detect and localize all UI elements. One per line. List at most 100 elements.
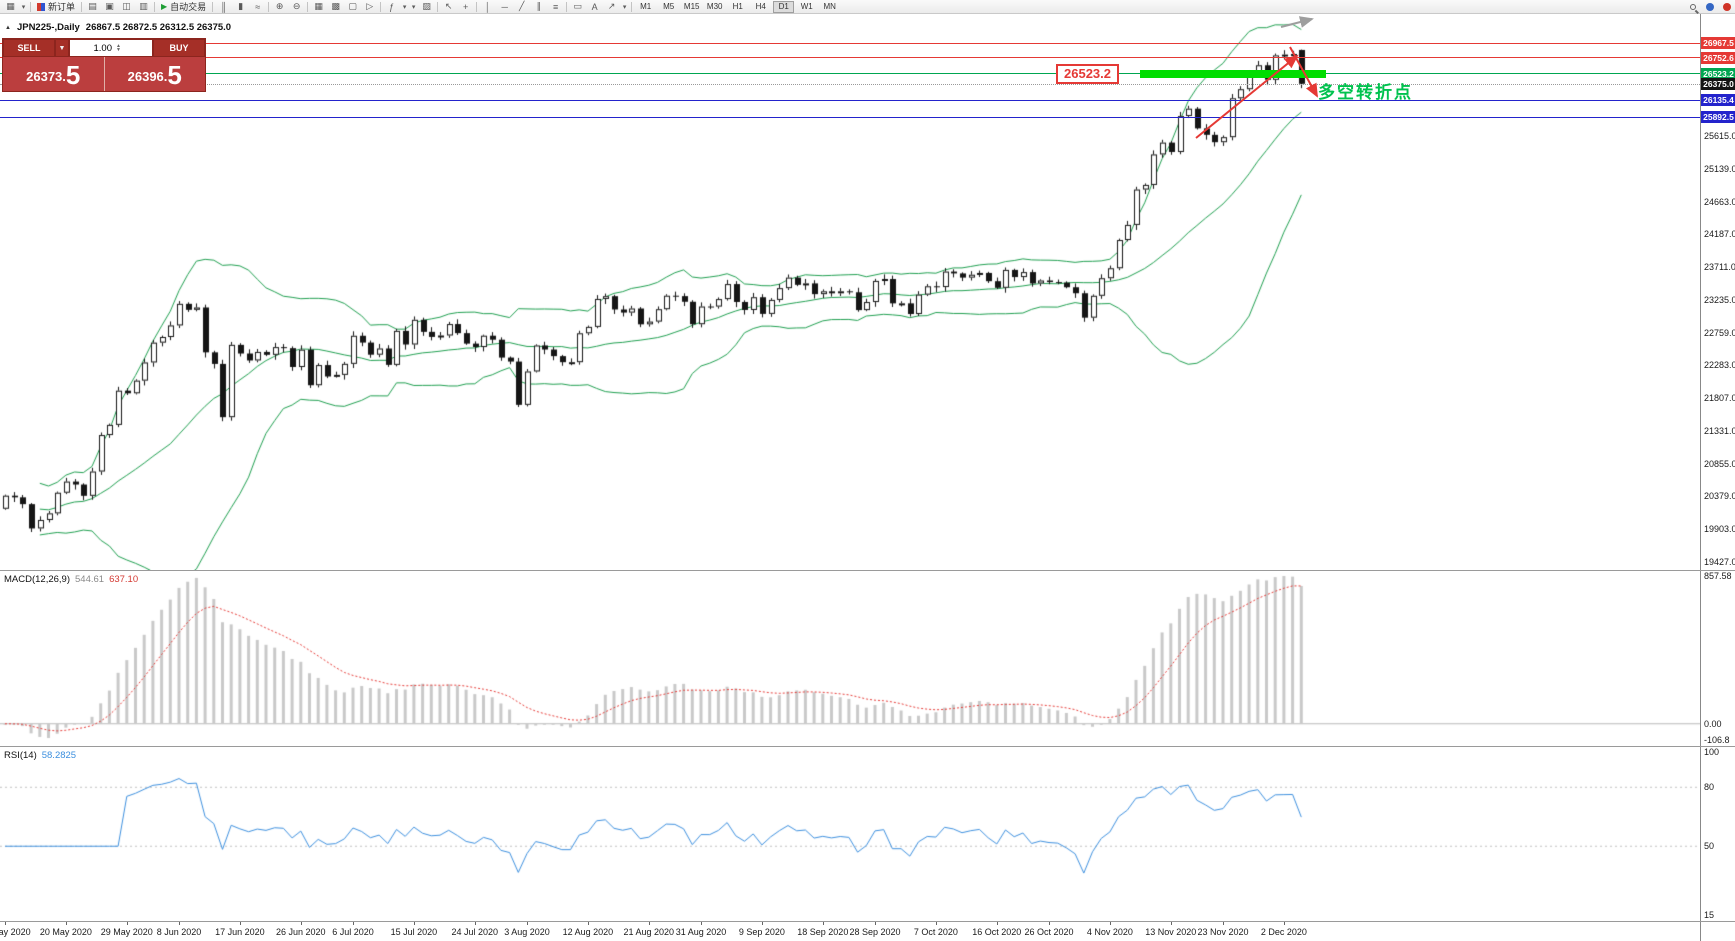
level-price-label[interactable]: 26523.2 bbox=[1056, 63, 1119, 84]
macd-canvas[interactable] bbox=[0, 570, 1700, 746]
toolbar-separator bbox=[476, 1, 478, 12]
navigator-button[interactable]: ◫ bbox=[122, 1, 131, 11]
sell-button[interactable]: SELL bbox=[3, 39, 55, 57]
turning-point-annotation[interactable]: 多空转折点 bbox=[1318, 83, 1413, 102]
data-window-button[interactable]: ▣ bbox=[105, 1, 114, 11]
support-line-1[interactable] bbox=[0, 99, 1700, 101]
pane-divider-macd[interactable] bbox=[0, 570, 1735, 571]
timeframe-mn[interactable]: MN bbox=[823, 2, 836, 11]
date-tick bbox=[527, 921, 528, 925]
new-order-button[interactable]: 新订单 bbox=[33, 0, 79, 13]
price-chart-canvas[interactable] bbox=[0, 14, 1700, 570]
volume-dropdown[interactable]: ▼ bbox=[55, 39, 69, 57]
date-tick bbox=[413, 921, 415, 925]
support-zone-highlight[interactable] bbox=[1140, 69, 1326, 78]
line-chart-button[interactable]: ≈ bbox=[255, 1, 261, 12]
price-label-pivot: 26523.2 bbox=[1701, 67, 1735, 80]
price-scale[interactable]: 25615.0 25139.0 24663.0 24187.0 23711.0 23235… bbox=[1700, 14, 1735, 941]
date-label: 17 Jun 2020 bbox=[215, 927, 265, 937]
date-tick bbox=[179, 921, 180, 925]
date-label: 4 Nov 2020 bbox=[1086, 927, 1133, 937]
tile-windows-button[interactable]: ▦ bbox=[314, 1, 323, 11]
buy-price[interactable]: 26396. 5 bbox=[105, 57, 206, 91]
date-tick bbox=[587, 921, 589, 925]
resistance-line-1[interactable] bbox=[0, 42, 1700, 44]
timeframe-m1[interactable]: M1 bbox=[640, 2, 652, 11]
timeframe-d1[interactable]: D1 bbox=[773, 0, 795, 13]
chart-collapse-icon[interactable]: ▲ bbox=[5, 24, 11, 31]
date-tick bbox=[996, 921, 998, 925]
search-icon[interactable] bbox=[1684, 0, 1701, 13]
timeframe-m30[interactable]: M30 bbox=[706, 2, 723, 11]
new-chart-button[interactable]: ▦ bbox=[6, 1, 15, 11]
timeframe-w1[interactable]: W1 bbox=[800, 2, 813, 11]
timeframe-m15[interactable]: M15 bbox=[683, 2, 700, 11]
drawn-gray-arrow[interactable] bbox=[1280, 16, 1314, 28]
pane-divider-rsi[interactable] bbox=[0, 746, 1735, 747]
trendline-button[interactable]: ╱ bbox=[518, 1, 525, 11]
price-tick: 20379.0 bbox=[1704, 491, 1735, 502]
price-label-support-2: 25892.5 bbox=[1701, 111, 1735, 124]
price-tick: 22283.0 bbox=[1704, 360, 1735, 371]
support-line-2[interactable] bbox=[0, 116, 1700, 118]
arrows-button[interactable]: ↗ bbox=[607, 1, 616, 11]
chart-shift-button[interactable]: ▷ bbox=[366, 1, 374, 11]
timeframe-h1[interactable]: H1 bbox=[732, 2, 743, 11]
sell-price-main: 26373. bbox=[26, 69, 66, 84]
indicators-button[interactable]: ƒ bbox=[389, 1, 395, 12]
zoom-in-button[interactable]: ⊕ bbox=[275, 1, 284, 11]
cursor-button[interactable]: ↖ bbox=[444, 1, 453, 11]
chart-list-dropdown[interactable]: ▾ bbox=[21, 3, 26, 11]
volume-stepper[interactable]: ▲ ▼ bbox=[116, 43, 121, 53]
profile-icon[interactable] bbox=[1701, 0, 1718, 13]
shapes-button[interactable]: ▭ bbox=[573, 1, 582, 11]
date-tick bbox=[1223, 921, 1224, 925]
date-tick bbox=[648, 921, 650, 925]
crosshair-button[interactable]: + bbox=[463, 1, 469, 12]
market-watch-button[interactable]: ▤ bbox=[88, 1, 97, 11]
resistance-line-2[interactable] bbox=[0, 57, 1700, 59]
templates-button[interactable]: ▨ bbox=[422, 1, 431, 11]
arrange-windows-button[interactable]: ▢ bbox=[348, 1, 357, 11]
auto-trading-button[interactable]: ▶ 自动交易 bbox=[161, 2, 207, 12]
date-tick bbox=[1109, 921, 1111, 925]
date-tick bbox=[875, 921, 876, 925]
fibonacci-button[interactable]: ≡ bbox=[553, 1, 559, 12]
candlestick-button[interactable]: ▮ bbox=[238, 1, 244, 11]
channel-button[interactable]: ∥ bbox=[536, 1, 541, 11]
macd-label: MACD(12,26,9) 544.61 637.10 bbox=[4, 574, 138, 585]
toolbar-separator bbox=[268, 1, 270, 12]
sell-price[interactable]: 26373. 5 bbox=[3, 57, 104, 91]
up-trend-arrow[interactable] bbox=[1195, 54, 1299, 139]
date-label: 23 Nov 2020 bbox=[1197, 927, 1249, 937]
timeframe-h4[interactable]: H4 bbox=[755, 2, 766, 11]
main-chart-pane[interactable]: 26523.2 多空转折点 ▲ JPN225-,Daily 26867.5 26… bbox=[0, 14, 1700, 570]
timeframe-m5[interactable]: M5 bbox=[663, 2, 675, 11]
buy-price-big-digit: 5 bbox=[167, 60, 182, 90]
zoom-out-button[interactable]: ⊖ bbox=[292, 1, 301, 11]
pivot-line[interactable] bbox=[0, 73, 1700, 75]
volume-input[interactable] bbox=[70, 42, 114, 54]
toolbar-separator bbox=[154, 1, 156, 12]
text-button[interactable]: A bbox=[591, 1, 598, 12]
vertical-line-button[interactable]: │ bbox=[484, 1, 491, 12]
objects-dropdown[interactable]: ▾ bbox=[622, 3, 627, 11]
search-icon bbox=[1689, 3, 1696, 10]
price-tick: 21807.0 bbox=[1704, 393, 1735, 404]
terminal-button[interactable]: ▥ bbox=[139, 1, 148, 11]
rsi-label: RSI(14) 58.2825 bbox=[4, 750, 76, 761]
cascade-windows-button[interactable]: ▩ bbox=[331, 1, 340, 11]
buy-button[interactable]: BUY bbox=[153, 39, 205, 57]
price-tick: 20855.0 bbox=[1704, 458, 1735, 469]
date-label: 16 Oct 2020 bbox=[972, 927, 1022, 937]
rsi-canvas[interactable] bbox=[0, 746, 1700, 921]
reversal-down-arrow[interactable] bbox=[1289, 46, 1318, 98]
chart-symbol-period: JPN225-,Daily bbox=[16, 22, 80, 33]
date-tick bbox=[1283, 921, 1285, 925]
periods-dropdown[interactable]: ▾ bbox=[411, 3, 416, 11]
community-icon[interactable] bbox=[1718, 0, 1735, 13]
indicators-dropdown[interactable]: ▾ bbox=[402, 3, 407, 11]
bar-chart-button[interactable]: ║ bbox=[220, 1, 227, 12]
horizontal-line-button[interactable]: ─ bbox=[501, 1, 508, 12]
